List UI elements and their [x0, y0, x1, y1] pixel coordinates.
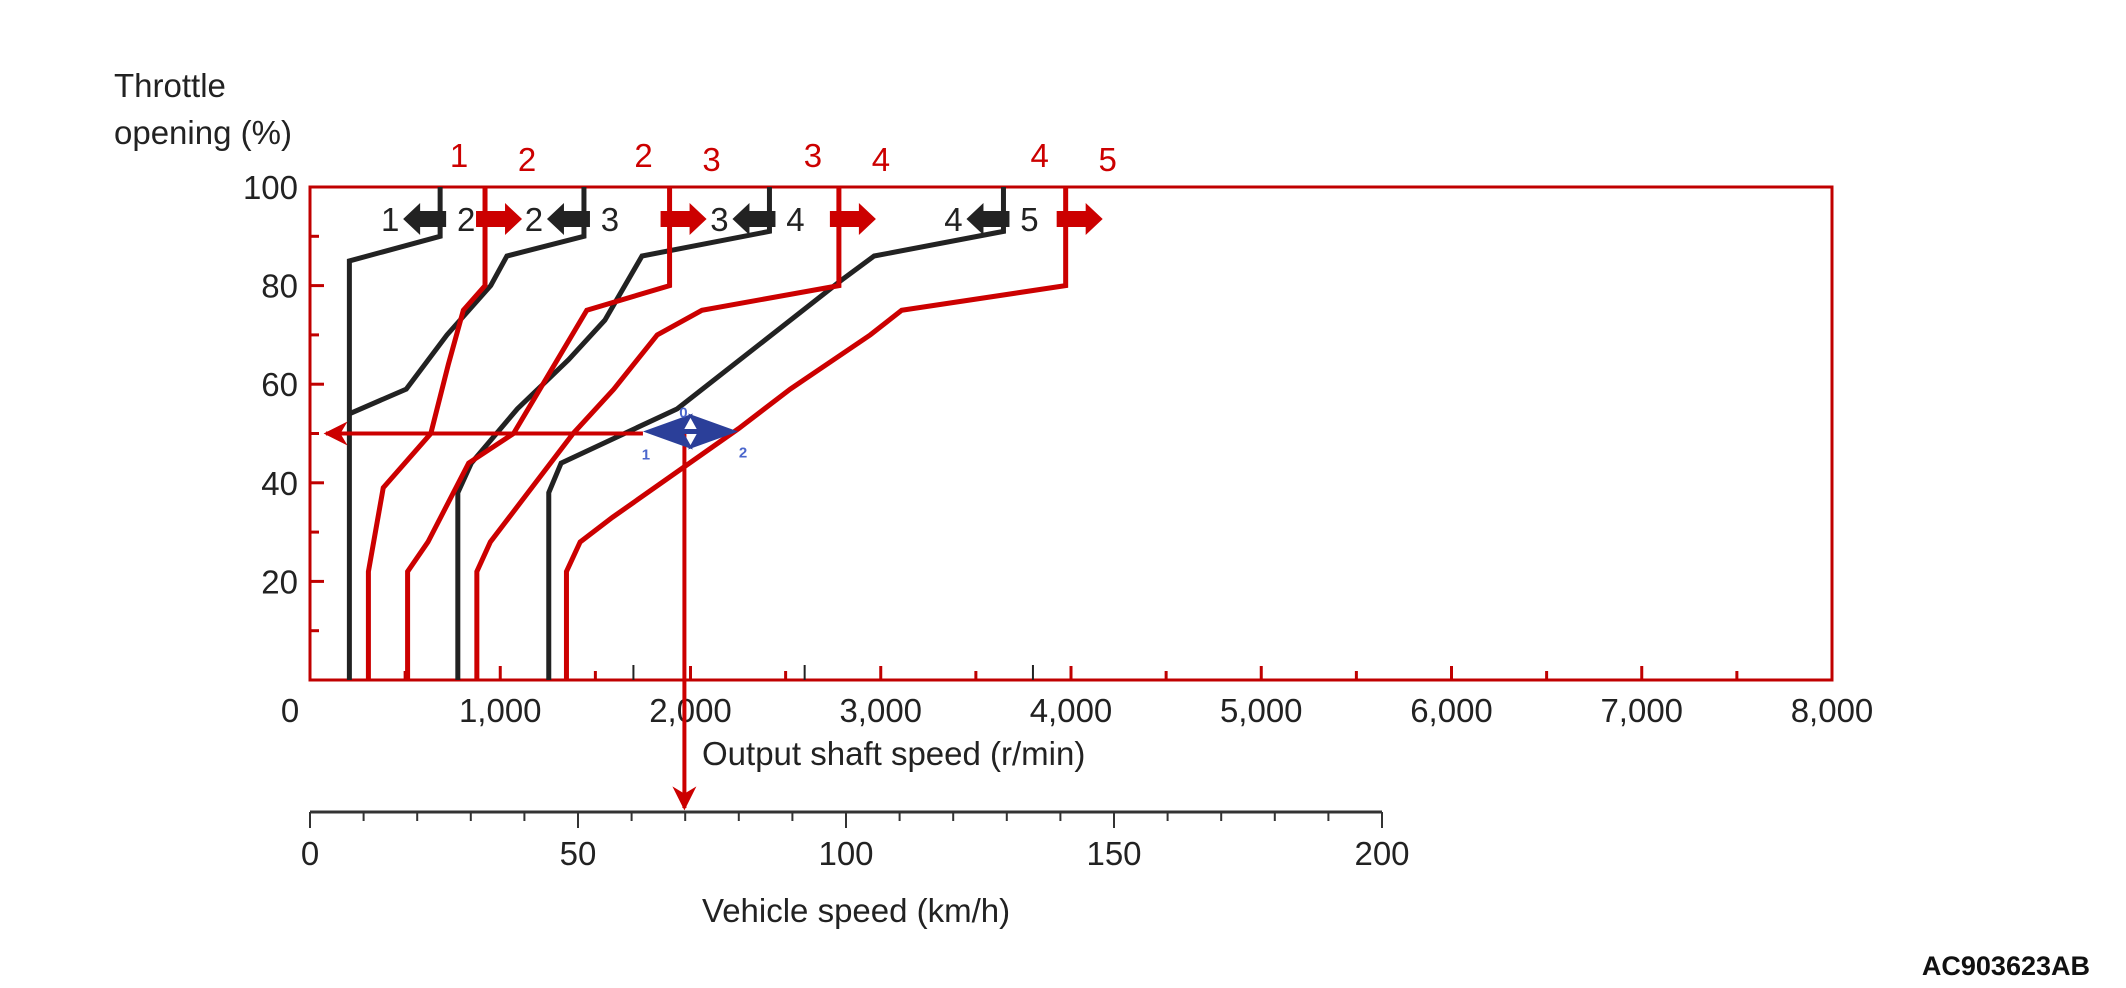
downshift-to-label: 4 — [944, 201, 962, 238]
upshift-from-label: 1 — [450, 137, 468, 174]
x-tick-label: 1,000 — [459, 692, 542, 729]
upshift-to-label: 2 — [518, 141, 536, 178]
annotation-right-label: 2 — [739, 445, 747, 462]
series-upshift-3-4 — [474, 187, 842, 680]
shift-range-left-arrow-icon — [642, 413, 693, 450]
downshift-arrow-icon — [966, 203, 1010, 236]
annotation-left-label: 1 — [642, 447, 650, 464]
upshift-to-label: 3 — [702, 141, 720, 178]
downshift-from-label: 3 — [601, 201, 619, 238]
shift-labels: 1 2 2 3 3 4 4 51 2 2 3 3 4 4 5 — [381, 137, 1117, 238]
x-tick-label: 8,000 — [1791, 692, 1874, 729]
x2-axis-title: Vehicle speed (km/h) — [702, 892, 1010, 929]
series-upshift-1-2 — [365, 187, 488, 680]
x2-tick-label: 150 — [1086, 835, 1141, 872]
downshift-arrow-icon — [403, 203, 447, 236]
x-tick-label: 2,000 — [649, 692, 732, 729]
x-tick-label: 4,000 — [1030, 692, 1113, 729]
y-axis-ticks: 20 40 60 80 100 — [243, 169, 324, 633]
x2-tick-label: 100 — [818, 835, 873, 872]
shift-curves — [346, 187, 1069, 680]
downshift-from-label: 5 — [1020, 201, 1038, 238]
upshift-to-label: 4 — [872, 141, 890, 178]
y-tick-label: 60 — [261, 366, 298, 403]
downshift-to-label: 1 — [381, 201, 399, 238]
downshift-to-label: 2 — [525, 201, 543, 238]
x-axis-ticks: 0 1,000 2,000 3,000 4,000 5,000 6,000 7,000 8,00… — [281, 665, 1873, 729]
y-tick-label: 40 — [261, 465, 298, 502]
x-tick-label: 6,000 — [1410, 692, 1493, 729]
x-tick-label: 0 — [281, 692, 299, 729]
downshift-from-label: 4 — [786, 201, 804, 238]
downshift-arrow-icon — [732, 203, 776, 236]
x2-tick-label: 50 — [560, 835, 597, 872]
upshift-from-label: 3 — [804, 137, 822, 174]
shift-range-right-arrow-icon — [688, 413, 739, 450]
x-tick-label: 3,000 — [839, 692, 922, 729]
figure-code: AC903623AB — [1922, 951, 2090, 981]
x-axis-title: Output shaft speed (r/min) — [702, 735, 1085, 772]
upshift-arrow-icon — [1056, 203, 1103, 236]
x2-tick-label: 200 — [1354, 835, 1409, 872]
upshift-to-label: 5 — [1098, 141, 1116, 178]
upshift-arrow-icon — [476, 203, 523, 236]
upshift-from-label: 4 — [1030, 137, 1048, 174]
series-upshift-4-5 — [563, 187, 1069, 680]
annotation-center-label: 0 — [679, 405, 687, 422]
series-downshift-4-3 — [455, 187, 772, 680]
y-axis-title-line1: Throttle — [114, 67, 226, 104]
series-downshift-5-4 — [546, 187, 1006, 680]
x-tick-label: 5,000 — [1220, 692, 1303, 729]
vehicle-speed-axis: 0 50 100 150 200 — [301, 810, 1410, 872]
y-tick-label: 80 — [261, 268, 298, 305]
example-annotation: 0 1 2 — [323, 405, 747, 811]
y-axis-title-line2: opening (%) — [114, 114, 292, 151]
downshift-from-label: 2 — [457, 201, 475, 238]
y-tick-label: 100 — [243, 169, 298, 206]
x-tick-label: 7,000 — [1600, 692, 1683, 729]
upshift-from-label: 2 — [634, 137, 652, 174]
x2-tick-label: 0 — [301, 835, 319, 872]
series-upshift-2-3 — [405, 187, 673, 680]
downshift-arrow-icon — [546, 203, 590, 236]
upshift-arrow-icon — [660, 203, 707, 236]
series-downshift-3-2 — [348, 187, 587, 417]
downshift-to-label: 3 — [710, 201, 728, 238]
y-tick-label: 20 — [261, 563, 298, 600]
upshift-arrow-icon — [829, 203, 876, 236]
